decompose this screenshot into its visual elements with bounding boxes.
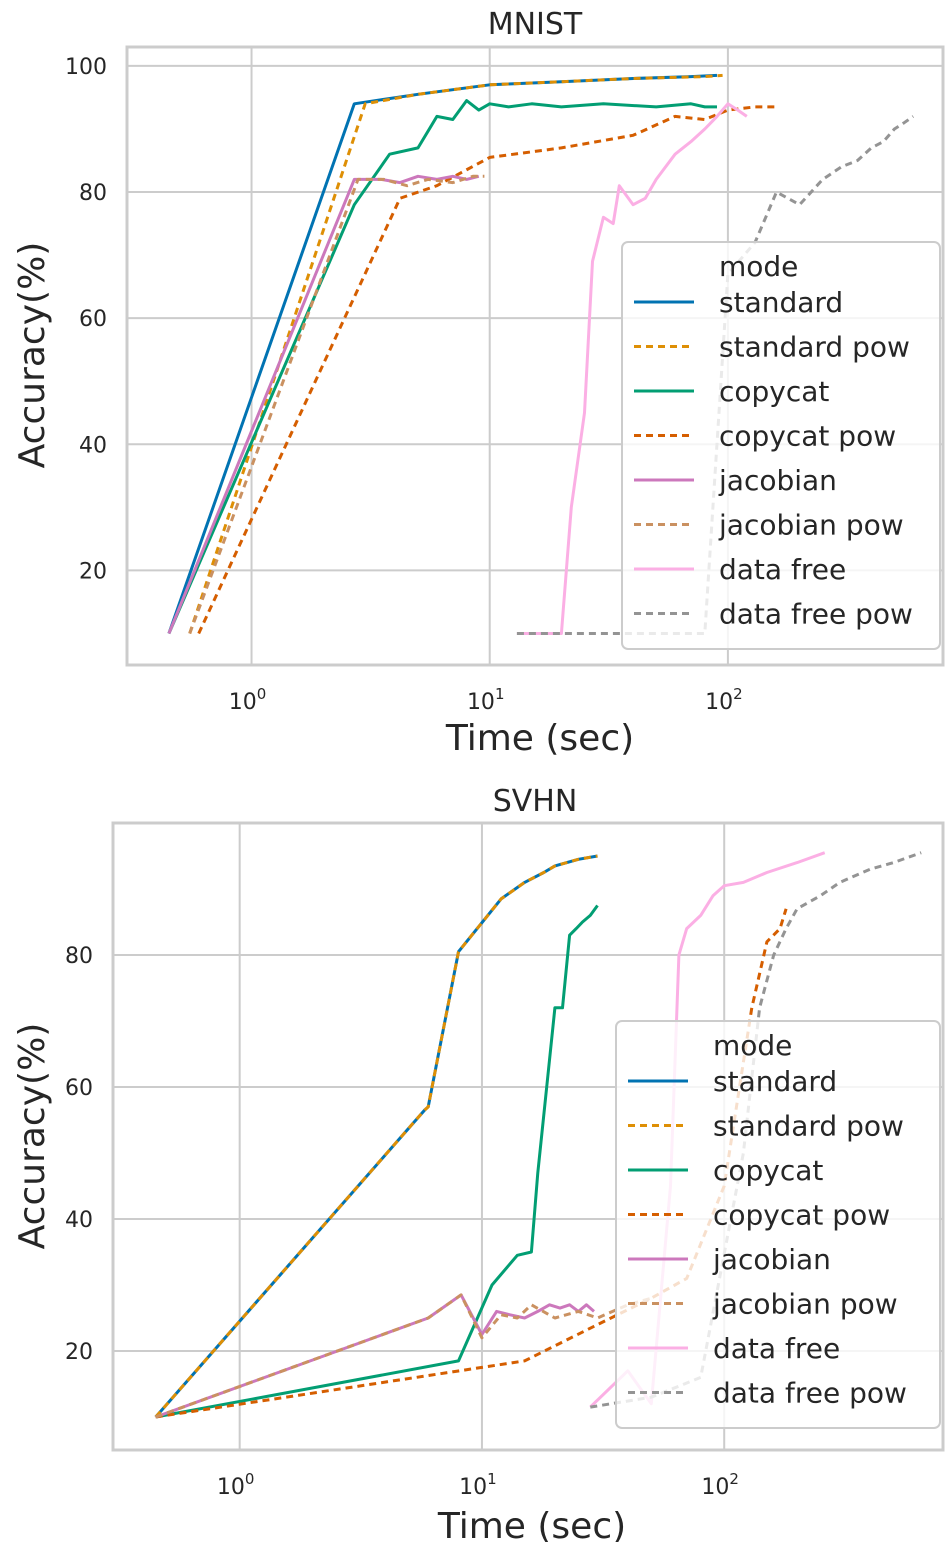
- legend-entry-label: jacobian pow: [712, 1288, 898, 1321]
- series-line-standard-pow: [188, 73, 723, 634]
- legend-entry-label: data free: [719, 553, 846, 586]
- legend-entry-label: data free pow: [713, 1377, 907, 1410]
- legend-entry-label: data free: [713, 1332, 840, 1365]
- x-tick-exponent: 0: [257, 685, 267, 703]
- svhn-chart-panel: SVHN Accuracy(%) Time (sec) 100 101 102204…: [12, 784, 945, 1542]
- x-axis-label: Time (sec): [437, 1506, 626, 1542]
- y-axis-label: Accuracy(%): [12, 1023, 53, 1250]
- legend-entry-label: copycat: [713, 1154, 823, 1187]
- legend-title: mode: [713, 1029, 792, 1062]
- x-tick-label: 102: [705, 685, 743, 715]
- plot-frame: [125, 45, 945, 667]
- legend-entry-label: standard: [719, 286, 843, 319]
- series-line-standard-pow: [154, 854, 598, 1418]
- y-tick-label: 80: [65, 944, 93, 969]
- x-tick-label: 101: [467, 685, 505, 715]
- series-line-jacobian-pow: [188, 174, 485, 635]
- x-tick-label: 102: [701, 1470, 739, 1500]
- x-tick-exponent: 1: [487, 1470, 497, 1488]
- y-tick-label: 20: [79, 559, 107, 584]
- x-tick-exponent: 0: [245, 1470, 255, 1488]
- series-line-jacobian: [155, 1293, 595, 1419]
- y-tick-label: 40: [79, 433, 107, 458]
- x-tick-exponent: 2: [729, 1470, 739, 1488]
- x-tick-exponent: 1: [495, 685, 505, 703]
- legend-entry-label: standard pow: [713, 1110, 904, 1143]
- mnist-chart-panel: MNIST Accuracy(%) Time (sec) 100 101 10220…: [12, 7, 945, 759]
- series-line-copycat: [167, 99, 717, 635]
- legend-title: mode: [719, 250, 798, 283]
- chart-title: SVHN: [493, 784, 578, 819]
- legend-entry-label: jacobian: [712, 1243, 831, 1276]
- legend-box: [615, 1020, 941, 1429]
- legend-entry-label: jacobian: [718, 464, 837, 497]
- x-tick-label: 100: [217, 1470, 255, 1500]
- legend-entry-label: standard pow: [719, 331, 910, 364]
- series-line-jacobian-pow: [155, 1293, 652, 1419]
- legend-entry-label: data free pow: [719, 598, 913, 631]
- x-axis-label: Time (sec): [445, 718, 634, 759]
- y-tick-label: 80: [79, 181, 107, 206]
- x-tick-label: 100: [229, 685, 267, 715]
- x-tick-label: 101: [459, 1470, 497, 1500]
- legend-entry-label: copycat pow: [713, 1199, 890, 1232]
- legend-box: [621, 241, 941, 650]
- legend-entry-label: copycat pow: [719, 420, 896, 453]
- legend-entry-label: standard: [713, 1065, 837, 1098]
- series-lines: [167, 73, 915, 635]
- y-tick-label: 100: [65, 55, 107, 80]
- series-line-copycat: [155, 904, 599, 1419]
- y-tick-label: 40: [65, 1208, 93, 1233]
- chart-title: MNIST: [488, 7, 583, 42]
- y-tick-label: 60: [79, 307, 107, 332]
- y-tick-label: 20: [65, 1340, 93, 1365]
- legend-entry-label: copycat: [719, 375, 829, 408]
- y-tick-label: 60: [65, 1076, 93, 1101]
- y-axis-label: Accuracy(%): [12, 242, 53, 469]
- series-line-standard: [154, 854, 598, 1418]
- x-tick-exponent: 2: [733, 685, 743, 703]
- series-line-data-free: [516, 102, 748, 635]
- gridlines: [127, 47, 943, 665]
- series-line-standard: [167, 73, 718, 634]
- legend-entry-label: jacobian pow: [718, 509, 904, 542]
- plot-frame: [111, 821, 945, 1452]
